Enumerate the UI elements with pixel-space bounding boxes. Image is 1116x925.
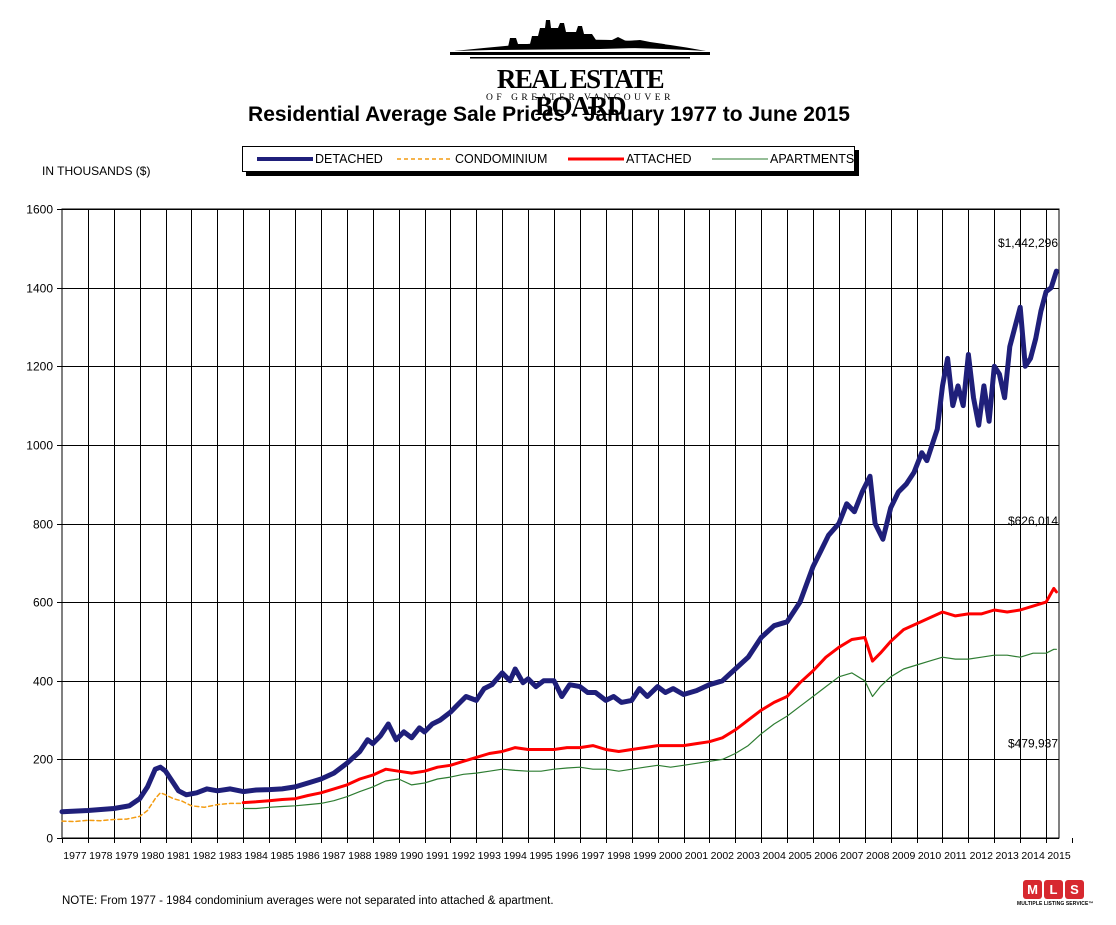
x-tick-label: 2012: [970, 850, 994, 862]
x-tick-label: 2001: [685, 850, 709, 862]
x-tick-label: 1998: [607, 850, 631, 862]
y-tick-label: 200: [33, 753, 53, 767]
x-tick-label: 1979: [115, 850, 139, 862]
x-tick-label: 2005: [788, 850, 812, 862]
x-tick-label: 1983: [219, 850, 243, 862]
x-tick-label: 1994: [504, 850, 528, 862]
legend-label-condominium: CONDOMINIUM: [455, 152, 548, 166]
x-tick-label: 2006: [814, 850, 838, 862]
y-tick-label: 1200: [26, 360, 53, 374]
y-tick-label: 1600: [26, 203, 53, 217]
annotation-attached: $626,014: [1008, 514, 1058, 528]
x-tick-label: 1985: [270, 850, 294, 862]
series-line-detached: [59, 268, 1059, 815]
x-tick-label: 1993: [478, 850, 502, 862]
legend-swatch-detached: [257, 157, 313, 161]
x-tick-label: 2007: [840, 850, 864, 862]
logo-name: REAL ESTATE BOARD: [496, 64, 665, 121]
series-line-attached: [241, 586, 1058, 805]
y-tick-label: 400: [33, 675, 53, 689]
annotation-apartments: $479,937: [1008, 736, 1058, 750]
x-tick-label: 2014: [1021, 850, 1045, 862]
mls-letter-m: M: [1023, 880, 1042, 899]
logo-subtitle: OF GREATER VANCOUVER: [486, 93, 674, 103]
y-tick-label: 600: [33, 596, 53, 610]
x-tick-label: 1986: [296, 850, 320, 862]
y-tick-label: 800: [33, 518, 53, 532]
y-axis-label: IN THOUSANDS ($): [42, 164, 151, 178]
legend-swatch-attached: [568, 157, 624, 161]
x-tick-label: 1987: [322, 850, 346, 862]
legend-label-apartments: APARTMENTS: [770, 152, 855, 166]
chart-grid: [61, 208, 1060, 839]
series-line-apartments: [242, 648, 1058, 810]
legend-swatch-apartments: [712, 158, 768, 160]
chart-title: Residential Average Sale Prices - Januar…: [248, 103, 850, 126]
x-tick-label: 1997: [581, 850, 605, 862]
x-tick-label: 1988: [348, 850, 372, 862]
series-line-condominium: [61, 792, 245, 823]
chart-annotations: $1,442,296 $626,014 $479,937: [998, 236, 1058, 750]
board-logo: REAL ESTATE BOARD OF GREATER VANCOUVER: [450, 14, 710, 120]
x-tick-label: 2010: [918, 850, 942, 862]
x-tick-label: 2011: [944, 850, 967, 862]
x-tick-label: 1984: [245, 850, 269, 862]
legend-label-detached: DETACHED: [315, 152, 383, 166]
footnote: NOTE: From 1977 - 1984 condominium avera…: [62, 895, 554, 907]
legend-swatch-condominium: [397, 158, 453, 160]
x-tick-label: 1996: [555, 850, 579, 862]
x-tick-label: 2013: [996, 850, 1020, 862]
skyline-icon: [450, 20, 710, 59]
legend-label-attached: ATTACHED: [626, 152, 692, 166]
annotation-detached: $1,442,296: [998, 236, 1058, 250]
mls-letter-s: S: [1065, 880, 1084, 899]
x-tick-label: 2004: [762, 850, 786, 862]
x-tick-label: 1991: [426, 850, 450, 862]
x-tick-label: 2002: [711, 850, 735, 862]
x-tick-label: 1989: [374, 850, 398, 862]
y-tick-label: 1000: [26, 439, 53, 453]
x-tick-label: 1982: [193, 850, 217, 862]
mls-caption: MULTIPLE LISTING SERVICE™: [1017, 901, 1094, 907]
x-tick-label: 2009: [892, 850, 916, 862]
x-tick-label: 1995: [529, 850, 553, 862]
chart-series: [59, 268, 1059, 823]
y-tick-label: 0: [46, 832, 53, 846]
chart-legend: DETACHED CONDOMINIUM ATTACHED APARTMENTS: [242, 146, 855, 172]
x-tick-label: 2000: [659, 850, 683, 862]
x-tick-label: 1981: [167, 850, 191, 862]
mls-letter-l: L: [1044, 880, 1063, 899]
y-tick-label: 1400: [26, 282, 53, 296]
x-tick-label: 1980: [141, 850, 165, 862]
x-tick-label: 1978: [89, 850, 113, 862]
x-tick-label: 2008: [866, 850, 890, 862]
x-tick-label: 1977: [63, 850, 87, 862]
chart-axes: 0 200 400 600 800 1000 1200 1400 1600 1977 1978 197…: [26, 203, 1073, 862]
x-tick-label: 2003: [737, 850, 761, 862]
mls-logo: M L S MULTIPLE LISTING SERVICE™: [1017, 880, 1094, 910]
x-tick-label: 1999: [633, 850, 657, 862]
x-tick-label: 1990: [400, 850, 424, 862]
x-tick-label: 1992: [452, 850, 476, 862]
plot-area: [61, 208, 1060, 839]
x-tick-label: 2015: [1047, 850, 1071, 862]
